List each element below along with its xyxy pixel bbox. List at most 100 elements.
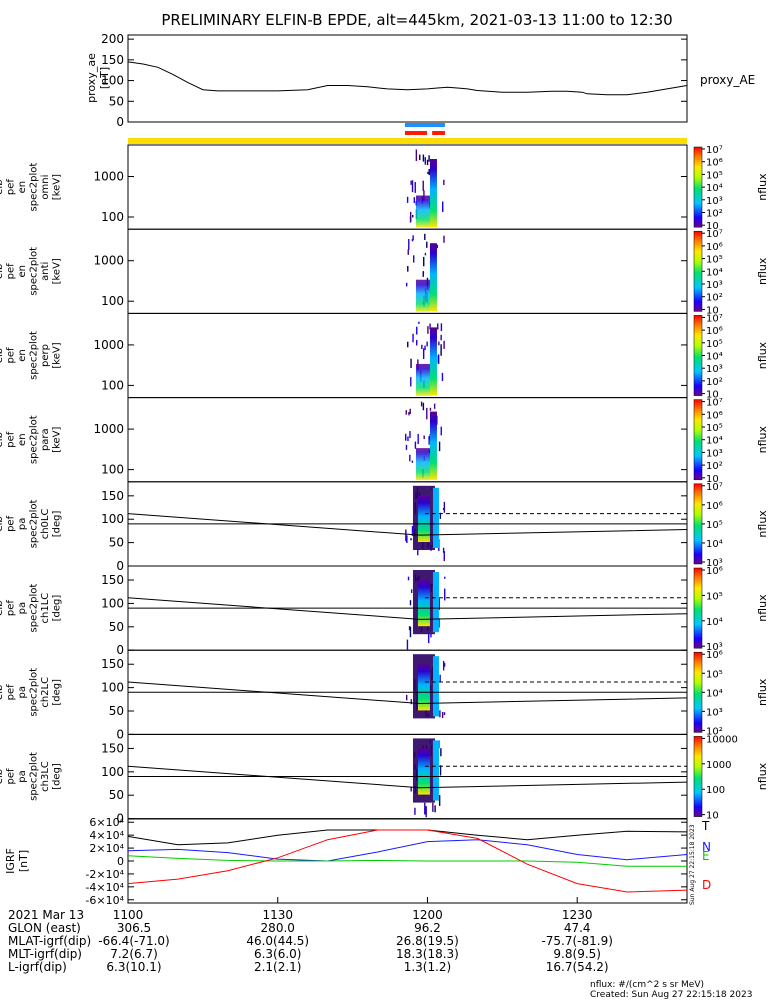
y-tick-label: 50 — [109, 620, 124, 634]
flux-pixel — [405, 410, 407, 415]
colorbar-tick-label: 10² — [706, 377, 723, 388]
ylabel-line: [keV] — [52, 174, 63, 200]
loss-cone-line — [127, 765, 688, 789]
flux-pixel — [407, 249, 409, 255]
ylabel-line: pef — [6, 263, 17, 280]
colorbar-tick-label: 10⁴ — [706, 539, 723, 550]
y-tick-label: 1000 — [93, 422, 124, 436]
colorbar-tick-label: 10⁶ — [706, 242, 723, 253]
flux-column — [429, 327, 437, 396]
ylabel-line: pef — [6, 768, 17, 785]
proxy-ae-ylabel: proxy_ae[nT] — [85, 53, 111, 103]
flux-pixel — [406, 196, 409, 203]
igrf-D-line — [127, 829, 688, 893]
ephemeris-value: 96.2 — [414, 921, 441, 935]
flux-pixel — [411, 238, 414, 242]
flux-pixel — [407, 576, 410, 581]
ylabel-line: elb — [0, 600, 5, 615]
ylabel-line: en — [17, 181, 28, 194]
flux-pixel — [409, 454, 411, 462]
footer-created: Created: Sun Aug 27 22:15:18 2023 — [590, 990, 752, 1000]
ylabel-line: pef — [6, 347, 17, 364]
colorbar-tick-label: 10⁴ — [706, 436, 723, 447]
flux-pixel — [429, 323, 431, 330]
footer-units: nflux: #/(cm^2 s sr MeV) — [590, 980, 704, 990]
fgm-zone-bar — [432, 131, 445, 135]
flux-pixel — [440, 748, 442, 757]
ylabel-line: perp — [40, 344, 51, 367]
ylabel-line: elb — [0, 769, 5, 784]
flux-pixel — [433, 403, 436, 409]
colorbar-tick-label: 10⁶ — [706, 158, 723, 169]
colorbar-tick-label: 10⁵ — [706, 423, 723, 434]
ephemeris-value: 9.8(9.5) — [553, 947, 601, 961]
ephemeris-value: 46.0(44.5) — [246, 934, 309, 948]
ylabel-line: pef — [6, 431, 17, 448]
colorbar-tick-label: 10² — [706, 293, 723, 304]
colorbar-label: nflux — [756, 678, 769, 706]
flux-pixel — [411, 526, 414, 536]
ylabel-line: [deg] — [52, 510, 63, 537]
flux-pixel — [419, 154, 421, 161]
sunlit-bar — [128, 138, 687, 144]
flux-core — [415, 448, 430, 481]
colorbar-tick-label: 10² — [706, 461, 723, 472]
flux-pixel — [437, 323, 439, 330]
spectrogram-panel: 100 1000 elbpefenspec2plotpara[keV] 10 10² 10… — [0, 397, 769, 485]
y-tick-label: 50 — [109, 704, 124, 718]
flux-pixel — [428, 436, 430, 445]
flux-pixel — [422, 348, 425, 360]
colorbar-tick-label: 10⁵ — [706, 170, 723, 181]
y-tick-label: 150 — [101, 657, 124, 671]
loss-cone-line — [127, 597, 688, 620]
ylabel-line: IGRF — [4, 848, 17, 874]
igrf-ylabel: IGRF[nT] — [4, 848, 30, 874]
flux-pixel — [409, 431, 411, 439]
ylabel-line: spec2plot — [29, 584, 40, 633]
flux-pixel — [426, 407, 428, 420]
panel-ylabel: elbpefenspec2plotomni[keV] — [0, 163, 63, 212]
ephemeris-row-label: MLT-igrf(dip) — [8, 947, 82, 961]
y-tick-label: 0 — [116, 559, 124, 573]
ylabel-line: elb — [0, 264, 5, 279]
y-tick-label: 150 — [101, 741, 124, 755]
flux-pixel — [409, 600, 412, 606]
colorbar-tick-label: 10⁷ — [706, 229, 723, 240]
side-stamp: Sun Aug 27 22:15:18 2023 — [689, 824, 696, 905]
colorbar-tick-label: 10³ — [706, 707, 723, 718]
flux-column — [432, 487, 439, 548]
flux-pixel — [424, 233, 426, 240]
y-tick-label: -4×10⁴ — [85, 881, 124, 894]
panel-ylabel: elbpefpaspec2plotch2LC[deg] — [0, 668, 63, 717]
igrf-N-line — [127, 839, 688, 862]
colorbar-tick-label: 10 — [706, 221, 719, 232]
colorbar — [693, 651, 703, 733]
flux-pixel — [407, 436, 409, 442]
y-tick-label: 150 — [101, 489, 124, 503]
y-tick-label: 0 — [116, 643, 124, 657]
flux-core-bright — [417, 664, 430, 711]
flux-core — [415, 363, 430, 396]
colorbar-tick-label: 10000 — [706, 734, 738, 745]
ylabel-line: [keV] — [52, 426, 63, 452]
flux-pixel — [442, 507, 445, 510]
ylabel-line: [deg] — [52, 763, 63, 790]
colorbar — [693, 230, 703, 312]
flux-pixel — [443, 501, 446, 513]
ylabel-line: para — [40, 428, 51, 451]
flux-pixel — [443, 235, 445, 243]
ylabel-line: ch1LC — [40, 593, 51, 624]
colorbar — [693, 399, 703, 481]
ylabel-line: pef — [6, 179, 17, 196]
flux-pixel — [424, 802, 426, 815]
ylabel-line: pef — [6, 684, 17, 701]
colorbar-tick-label: 10⁶ — [706, 650, 723, 661]
flux-pixel — [410, 538, 412, 541]
colorbar-tick-label: 10⁵ — [706, 255, 723, 266]
colorbar-tick-label: 10³ — [706, 558, 723, 569]
flux-pixel — [422, 402, 425, 411]
spectrogram-data — [406, 149, 445, 228]
flux-pixel — [417, 549, 419, 556]
ylabel-line: ch0LC — [40, 509, 51, 540]
